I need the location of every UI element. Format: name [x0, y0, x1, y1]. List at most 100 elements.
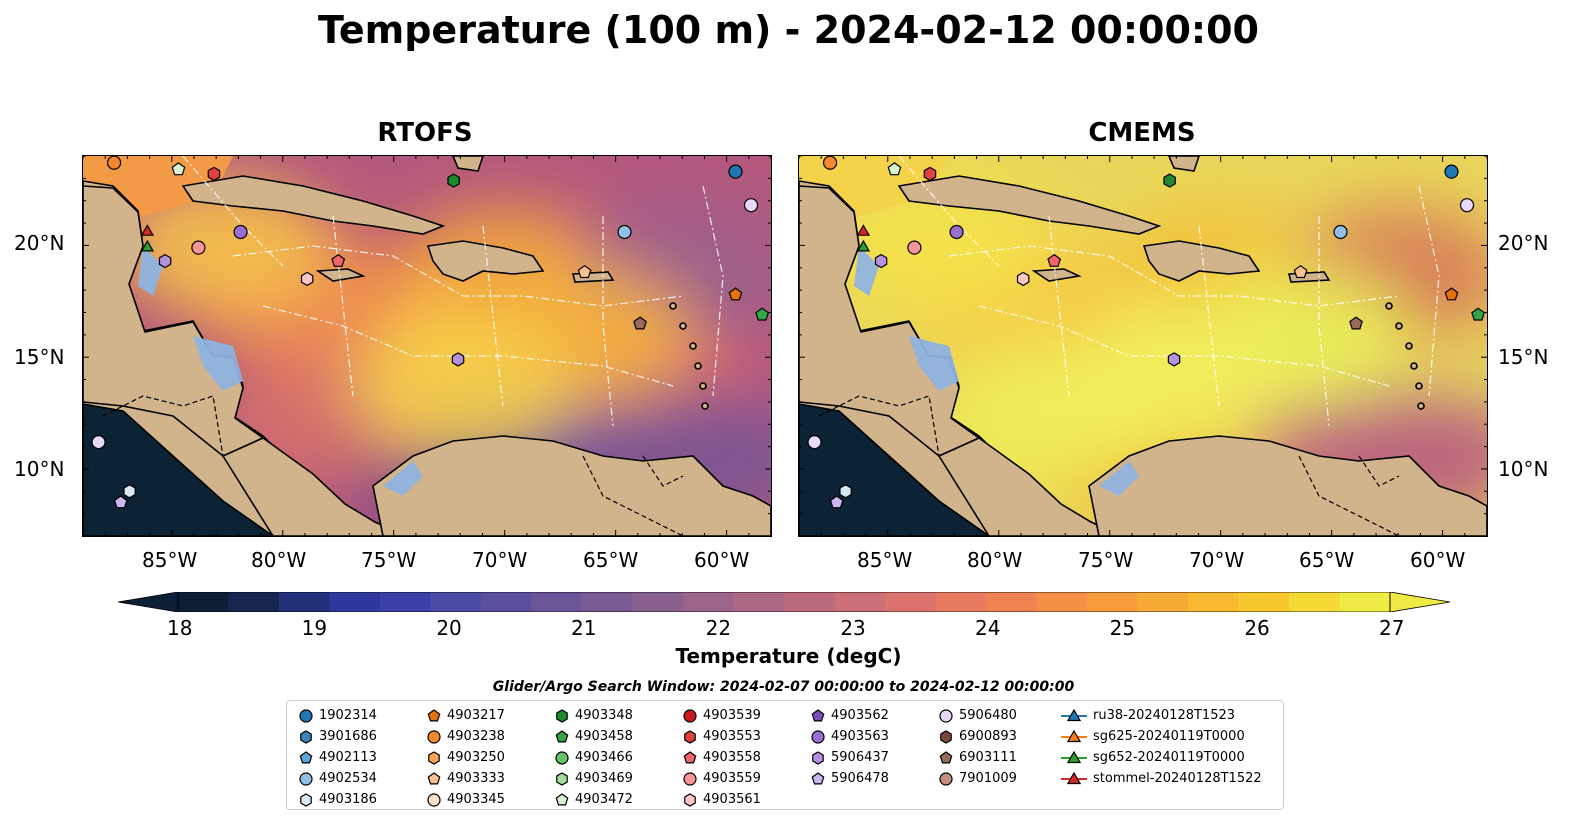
float-marker[interactable]: [1016, 271, 1030, 287]
legend-marker-icon: [427, 729, 441, 744]
map-panel-rtofs[interactable]: [82, 155, 772, 537]
lon-tick-label: 85°W: [142, 548, 198, 572]
float-marker[interactable]: [140, 239, 155, 252]
float-marker[interactable]: [923, 166, 937, 182]
map-panel-cmems[interactable]: [798, 155, 1488, 537]
float-marker[interactable]: [1333, 224, 1348, 240]
float-marker[interactable]: [755, 307, 770, 321]
float-marker[interactable]: [1459, 198, 1475, 213]
legend-item: 4903458: [555, 726, 633, 747]
float-marker[interactable]: [171, 162, 186, 176]
float-marker[interactable]: [106, 156, 122, 170]
legend-marker-icon: [555, 729, 569, 742]
float-marker[interactable]: [1047, 253, 1062, 267]
legend-item: 4903250: [427, 747, 505, 768]
lat-tick-label: 20°N: [1498, 231, 1549, 255]
colorbar-segment: [834, 592, 886, 612]
float-marker[interactable]: [633, 316, 647, 330]
legend-item: sg625-20240119T0000: [1061, 726, 1245, 747]
legend-marker-icon: [683, 750, 697, 763]
float-marker[interactable]: [807, 435, 822, 450]
lon-tick-label: 80°W: [251, 548, 307, 572]
colorbar-tick-label: 21: [571, 616, 597, 640]
colorbar-segment: [632, 592, 684, 612]
float-marker[interactable]: [1471, 307, 1486, 321]
float-marker[interactable]: [874, 253, 888, 269]
float-marker[interactable]: [447, 173, 460, 188]
float-marker[interactable]: [1163, 173, 1176, 188]
lon-tick-label: 85°W: [857, 548, 913, 572]
legend-item: ru38-20240128T1523: [1061, 705, 1235, 726]
float-marker[interactable]: [743, 198, 759, 213]
float-marker[interactable]: [1349, 316, 1363, 330]
float-marker[interactable]: [158, 253, 172, 269]
float-marker[interactable]: [207, 166, 221, 182]
legend-label: 4903553: [703, 729, 761, 744]
float-marker[interactable]: [829, 495, 844, 509]
legend-item: 5906437: [811, 747, 889, 768]
colorbar-segment: [481, 592, 532, 612]
lon-tick-label: 75°W: [1078, 548, 1134, 572]
legend-item: stommel-20240128T1522: [1061, 768, 1262, 789]
legend-marker-icon: [811, 771, 825, 784]
legend-item: 4903333: [427, 768, 505, 789]
float-marker[interactable]: [907, 240, 922, 255]
float-marker[interactable]: [191, 240, 206, 255]
legend-marker-icon: [812, 750, 824, 765]
float-marker[interactable]: [300, 271, 314, 287]
colorbar-segment: [1188, 592, 1239, 612]
float-marker[interactable]: [1293, 264, 1308, 279]
lat-tick-label: 10°N: [14, 457, 65, 481]
lon-tick-label: 65°W: [1299, 548, 1355, 572]
colorbar-segment: [531, 592, 583, 612]
float-marker[interactable]: [856, 224, 871, 236]
colorbar-segment: [430, 592, 482, 612]
float-marker[interactable]: [1167, 352, 1181, 367]
colorbar-segment: [380, 592, 431, 612]
legend-marker-icon: [940, 729, 952, 744]
colorbar-tick-label: 19: [301, 616, 328, 640]
float-marker[interactable]: [1444, 287, 1459, 301]
float-marker[interactable]: [728, 164, 743, 179]
legend-item: 4903472: [555, 789, 633, 810]
legend-marker-icon: [811, 729, 825, 744]
legend-label: 7901009: [959, 771, 1017, 786]
legend-item: 4902113: [299, 747, 377, 768]
legend-label: sg625-20240119T0000: [1093, 729, 1245, 744]
float-marker[interactable]: [1444, 164, 1459, 179]
legend-marker-icon: [428, 750, 440, 765]
legend-item: 4903563: [811, 726, 889, 747]
float-marker[interactable]: [856, 239, 871, 252]
legend-item: 4903539: [683, 705, 761, 726]
legend-item: 3901686: [299, 726, 377, 747]
float-marker[interactable]: [451, 352, 465, 367]
float-marker[interactable]: [617, 224, 632, 240]
legend-label: 5906437: [831, 750, 889, 765]
float-marker[interactable]: [839, 484, 852, 499]
float-marker[interactable]: [113, 495, 128, 509]
float-marker[interactable]: [949, 224, 964, 240]
legend-item: 1902314: [299, 705, 377, 726]
legend-marker-icon: [556, 771, 568, 786]
lat-tick-label: 15°N: [14, 345, 65, 369]
float-marker[interactable]: [91, 435, 106, 450]
colorbar-segment: [733, 592, 785, 612]
legend-marker-icon: [556, 708, 568, 723]
float-marker[interactable]: [140, 224, 155, 236]
legend-label: ru38-20240128T1523: [1093, 708, 1236, 723]
float-marker[interactable]: [728, 287, 743, 301]
legend-marker-icon: [811, 708, 825, 721]
legend-label: 4903561: [703, 792, 761, 807]
float-marker[interactable]: [577, 264, 592, 279]
legend-marker-icon: [1061, 729, 1087, 742]
float-marker[interactable]: [123, 484, 136, 499]
colorbar-label: Temperature (degC): [675, 644, 902, 668]
float-marker[interactable]: [331, 253, 346, 267]
float-marker[interactable]: [887, 162, 902, 176]
panel-title-cmems: CMEMS: [1088, 118, 1196, 148]
float-marker[interactable]: [233, 224, 248, 240]
colorbar-tick-label: 22: [705, 616, 732, 640]
legend-marker-icon: [1061, 771, 1087, 784]
float-marker[interactable]: [822, 156, 838, 170]
legend-label: 4903466: [575, 750, 633, 765]
